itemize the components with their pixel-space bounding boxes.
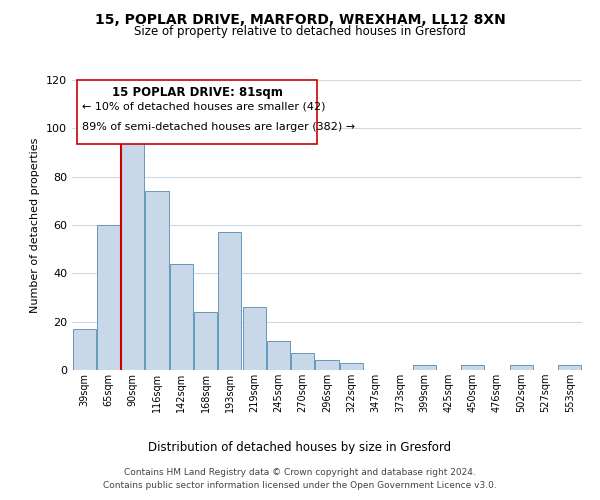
Text: Distribution of detached houses by size in Gresford: Distribution of detached houses by size … [148, 441, 452, 454]
Text: Size of property relative to detached houses in Gresford: Size of property relative to detached ho… [134, 25, 466, 38]
Bar [461, 365, 484, 370]
Bar [218, 232, 241, 370]
Bar [194, 312, 217, 370]
Bar [340, 363, 363, 370]
FancyBboxPatch shape [77, 80, 317, 144]
Bar [170, 264, 193, 370]
Text: ← 10% of detached houses are smaller (42): ← 10% of detached houses are smaller (42… [82, 102, 326, 112]
Text: Contains public sector information licensed under the Open Government Licence v3: Contains public sector information licen… [103, 480, 497, 490]
Bar [242, 307, 266, 370]
Bar [121, 133, 144, 370]
Bar [559, 365, 581, 370]
Bar [97, 225, 120, 370]
Text: 15 POPLAR DRIVE: 81sqm: 15 POPLAR DRIVE: 81sqm [112, 86, 283, 99]
Bar [413, 365, 436, 370]
Bar [316, 360, 338, 370]
Text: Contains HM Land Registry data © Crown copyright and database right 2024.: Contains HM Land Registry data © Crown c… [124, 468, 476, 477]
Bar [73, 329, 95, 370]
Bar [510, 365, 533, 370]
Text: 15, POPLAR DRIVE, MARFORD, WREXHAM, LL12 8XN: 15, POPLAR DRIVE, MARFORD, WREXHAM, LL12… [95, 12, 505, 26]
Bar [291, 353, 314, 370]
Bar [145, 191, 169, 370]
Y-axis label: Number of detached properties: Number of detached properties [31, 138, 40, 312]
Text: 89% of semi-detached houses are larger (382) →: 89% of semi-detached houses are larger (… [82, 122, 355, 132]
Bar [267, 341, 290, 370]
